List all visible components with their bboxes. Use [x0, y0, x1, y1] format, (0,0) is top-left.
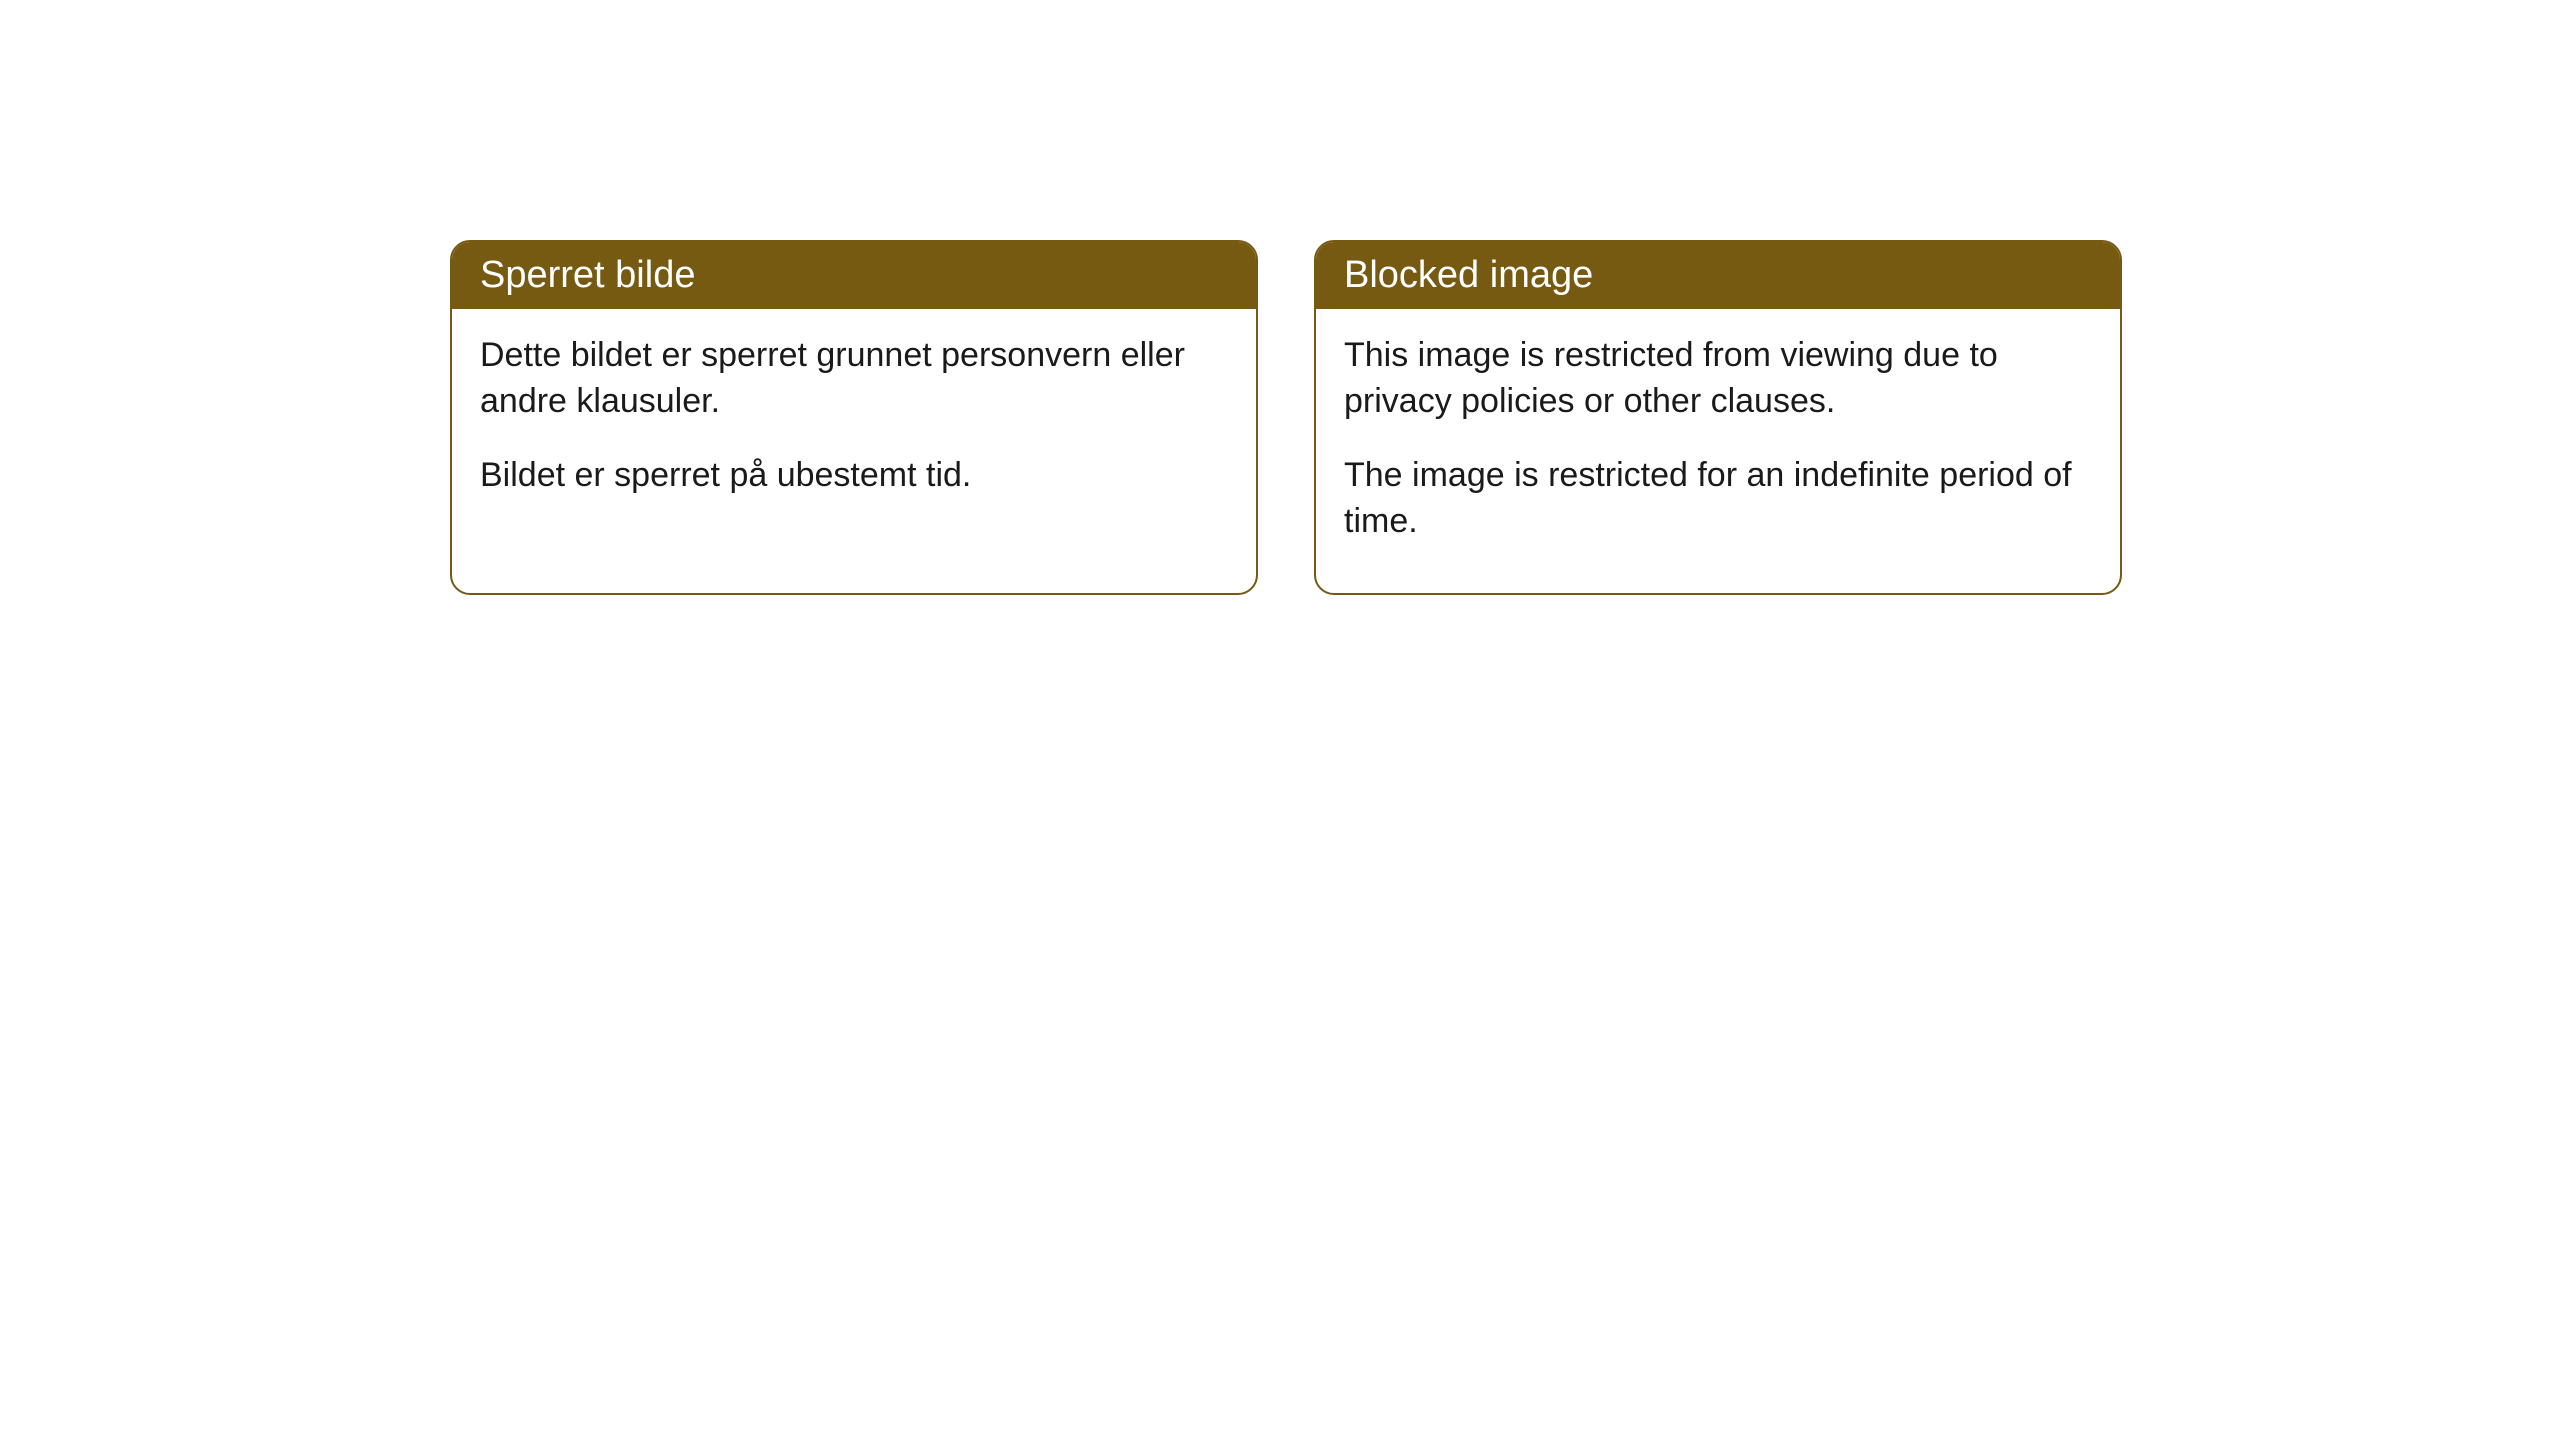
card-body-no: Dette bildet er sperret grunnet personve… — [452, 309, 1256, 547]
card-paragraph2-no: Bildet er sperret på ubestemt tid. — [480, 453, 1228, 499]
cards-container: Sperret bilde Dette bildet er sperret gr… — [450, 240, 2122, 595]
card-header-no: Sperret bilde — [452, 242, 1256, 309]
card-header-en: Blocked image — [1316, 242, 2120, 309]
card-paragraph2-en: The image is restricted for an indefinit… — [1344, 453, 2092, 545]
card-title-no: Sperret bilde — [480, 254, 695, 296]
blocked-image-card-en: Blocked image This image is restricted f… — [1314, 240, 2122, 595]
card-title-en: Blocked image — [1344, 254, 1593, 296]
card-body-en: This image is restricted from viewing du… — [1316, 309, 2120, 593]
card-paragraph1-en: This image is restricted from viewing du… — [1344, 333, 2092, 425]
blocked-image-card-no: Sperret bilde Dette bildet er sperret gr… — [450, 240, 1258, 595]
card-paragraph1-no: Dette bildet er sperret grunnet personve… — [480, 333, 1228, 425]
